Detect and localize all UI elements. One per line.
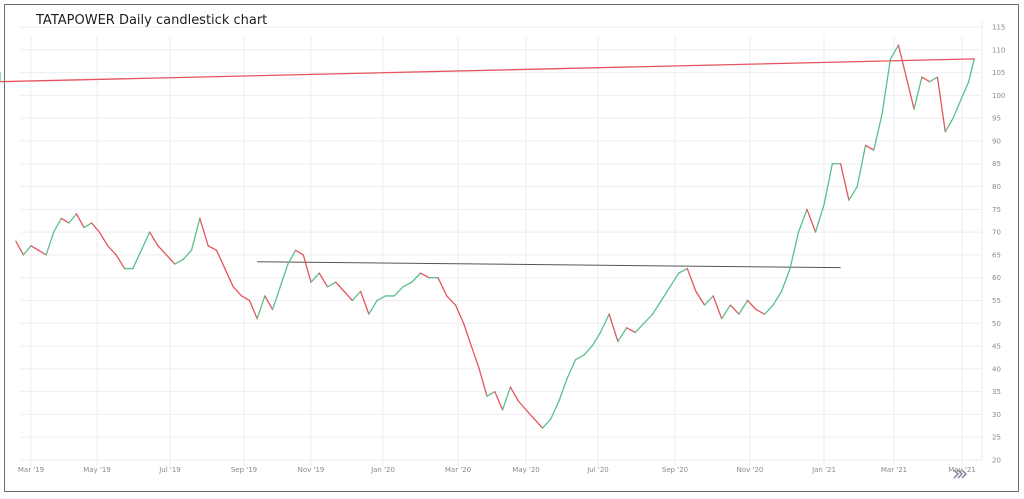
y-tick-label: 90 (992, 137, 1001, 145)
chart-frame (4, 4, 1019, 492)
x-tick-label: Mar '20 (445, 466, 471, 474)
x-tick-label: May '20 (512, 466, 540, 474)
trendline (257, 261, 841, 269)
y-tick-label: 50 (992, 320, 1001, 328)
x-tick-label: Mar '19 (18, 466, 44, 474)
y-tick-label: 55 (992, 297, 1001, 305)
x-tick-label: Mar '21 (881, 466, 907, 474)
y-tick-label: 100 (992, 92, 1005, 100)
y-axis: 20 25 30 35 40 45 50 55 60 65 70 75 80 85 90 95 100 105 11… (992, 24, 1005, 465)
y-tick-label: 45 (992, 343, 1001, 351)
y-tick-label: 40 (992, 365, 1001, 373)
y-tick-label: 35 (992, 388, 1001, 396)
x-tick-label: Nov '19 (298, 466, 325, 474)
y-tick-label: 95 (992, 115, 1001, 123)
y-tick-label: 105 (992, 69, 1005, 77)
price-series (0, 44, 975, 429)
y-tick-label: 25 (992, 434, 1001, 442)
y-tick-label: 20 (992, 457, 1001, 465)
y-tick-label: 70 (992, 229, 1001, 237)
x-axis: Mar '19 May '19 Jul '19 Sep '19 Nov '19 Jan '… (18, 466, 976, 474)
pan-arrows-icon[interactable] (953, 468, 967, 480)
x-tick-label: Jan '21 (811, 466, 836, 474)
y-tick-label: 85 (992, 160, 1001, 168)
y-tick-label: 65 (992, 251, 1001, 259)
x-tick-label: May '19 (83, 466, 111, 474)
grid-lines (20, 20, 983, 466)
y-tick-label: 60 (992, 274, 1001, 282)
x-tick-label: Sep '20 (662, 466, 688, 474)
x-tick-label: Jul '20 (586, 466, 609, 474)
x-tick-label: Jul '19 (158, 466, 181, 474)
y-tick-label: 110 (992, 46, 1005, 54)
x-tick-label: Jan '20 (370, 466, 395, 474)
y-tick-label: 75 (992, 206, 1001, 214)
y-tick-label: 80 (992, 183, 1001, 191)
x-tick-label: Nov '20 (737, 466, 764, 474)
y-tick-label: 30 (992, 411, 1001, 419)
x-tick-label: Sep '19 (231, 466, 257, 474)
chart-title: TATAPOWER Daily candlestick chart (36, 13, 268, 28)
y-tick-label: 115 (992, 24, 1005, 32)
